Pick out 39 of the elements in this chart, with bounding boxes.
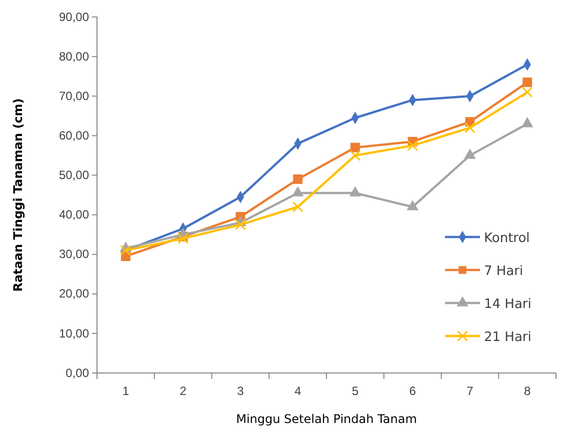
legend-label: 14 Hari xyxy=(484,297,532,312)
point xyxy=(522,78,532,88)
y-tick-label: 60,00 xyxy=(58,128,90,143)
x-tick-label: 8 xyxy=(524,384,531,398)
x-tick-label: 3 xyxy=(237,384,244,398)
point xyxy=(522,86,533,98)
point xyxy=(521,117,534,128)
point xyxy=(349,186,362,196)
x-tick-label: 7 xyxy=(466,384,474,398)
legend-label: 7 Hari xyxy=(484,264,524,279)
x-tick-label: 1 xyxy=(122,384,130,398)
point xyxy=(464,148,476,159)
point xyxy=(234,219,246,230)
point xyxy=(292,201,304,212)
y-tick-label: 0,00 xyxy=(66,366,90,380)
x-axis-title: Minggu Setelah Pindah Tanam xyxy=(236,412,417,426)
y-tick-label: 20,00 xyxy=(58,286,90,301)
y-tick-label: 80,00 xyxy=(58,49,90,64)
point xyxy=(406,200,418,210)
x-tick-label: 6 xyxy=(409,384,416,398)
point xyxy=(292,186,304,196)
y-tick-label: 70,00 xyxy=(58,88,90,103)
y-tick-label: 50,00 xyxy=(58,168,90,182)
point xyxy=(464,122,476,134)
x-tick-label: 4 xyxy=(294,384,302,398)
y-axis-title: Rataan Tinggi Tanaman (cm) xyxy=(11,98,25,292)
point xyxy=(350,150,361,161)
y-tick-label: 30,00 xyxy=(58,247,90,262)
point xyxy=(350,142,360,152)
x-tick-label: 5 xyxy=(352,384,359,398)
y-tick-label: 10,00 xyxy=(58,326,90,340)
point xyxy=(178,233,189,244)
point xyxy=(407,140,418,152)
point xyxy=(293,174,303,184)
x-tick-label: 2 xyxy=(180,384,187,398)
y-tick-label: 90,00 xyxy=(58,10,90,24)
y-tick-label: 40,00 xyxy=(58,208,90,222)
legend-label: Kontrol xyxy=(484,231,530,246)
legend-label: 21 Hari xyxy=(484,330,532,345)
